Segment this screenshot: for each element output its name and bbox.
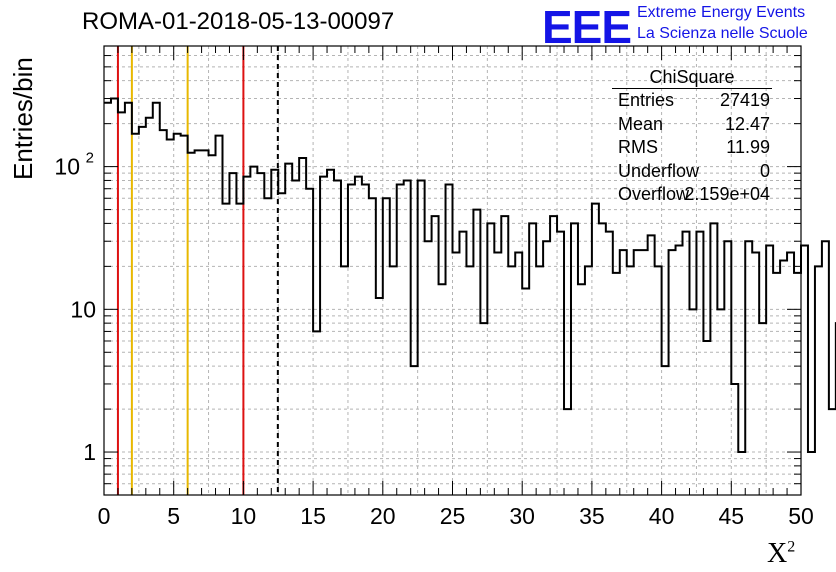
x-tick-label: 10 — [231, 503, 257, 529]
x-axis-label-sup: 2 — [787, 538, 796, 556]
x-tick-label: 35 — [579, 503, 605, 529]
x-axis-label: X2 — [767, 538, 795, 570]
histogram-series — [104, 97, 836, 454]
x-tick-label: 15 — [300, 503, 326, 529]
stats-row-rms: RMS 11.99 — [612, 136, 772, 160]
x-tick-label: 50 — [788, 503, 814, 529]
x-tick-label: 0 — [98, 503, 111, 529]
stats-title: ChiSquare — [612, 66, 772, 89]
y-tick-label: 10 — [54, 154, 80, 180]
chart-title: ROMA-01-2018-05-13-00097 — [82, 8, 395, 35]
stats-value: 0 — [759, 160, 770, 181]
stats-row-mean: Mean 12.47 — [612, 113, 772, 137]
x-tick-label: 20 — [370, 503, 396, 529]
stats-value: 2.159e+04 — [684, 184, 770, 204]
stats-row-underflow: Underflow 0 — [612, 160, 772, 184]
stats-key: Mean — [618, 113, 664, 134]
stats-key: Entries — [618, 90, 675, 110]
stats-row-entries: Entries 27419 — [612, 89, 772, 113]
x-tick-label: 30 — [509, 503, 535, 529]
y-tick-label: 1 — [83, 439, 96, 465]
y-axis-label: Entries/bin — [8, 57, 38, 180]
logo-line-2: La Scienza nelle Scuole — [637, 25, 808, 42]
stats-box: ChiSquare Entries 27419 Mean 12.47 RMS 1… — [612, 66, 772, 207]
eee-logo: EEE — [542, 1, 632, 53]
logo-line-1: Extreme Energy Events — [637, 4, 806, 21]
stats-key: Underflow — [618, 160, 700, 181]
y-tick-label-exponent: 2 — [86, 150, 94, 167]
x-tick-label: 40 — [649, 503, 675, 529]
stats-value: 11.99 — [726, 137, 770, 157]
stats-value: 12.47 — [724, 113, 770, 134]
stats-row-overflow: Overflow 2.159e+04 — [612, 183, 772, 207]
stats-value: 27419 — [719, 90, 770, 110]
x-axis-label-base: X — [767, 538, 788, 569]
x-tick-label: 45 — [719, 503, 745, 529]
stats-key: RMS — [618, 137, 658, 157]
x-tick-label: 25 — [440, 503, 466, 529]
x-tick-label: 5 — [167, 503, 180, 529]
stats-key: Overflow — [618, 184, 690, 204]
y-tick-label: 10 — [70, 296, 96, 322]
